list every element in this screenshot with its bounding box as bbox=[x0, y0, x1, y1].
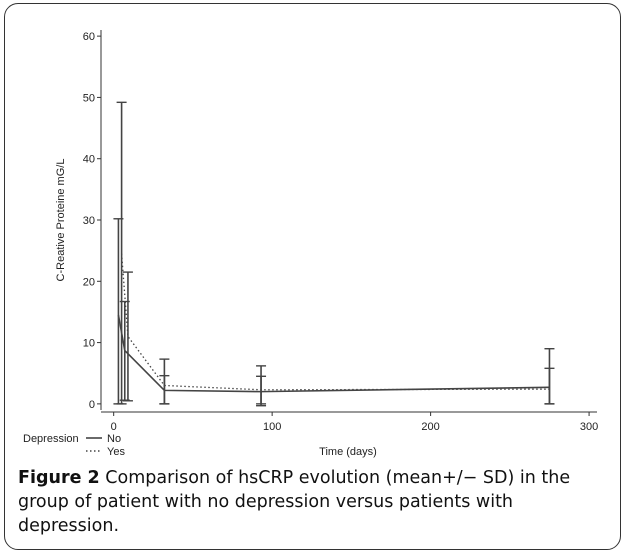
series-lines bbox=[117, 253, 550, 393]
x-tick-label: 300 bbox=[580, 421, 598, 433]
figure-caption: Figure 2 Comparison of hsCRP evolution (… bbox=[18, 466, 614, 538]
y-tick-label: 30 bbox=[83, 215, 95, 227]
x-axis-label: Time (days) bbox=[319, 446, 377, 458]
error-bars bbox=[113, 101, 555, 407]
y-tick-label: 20 bbox=[83, 276, 95, 288]
caption-label: Figure 2 bbox=[18, 468, 100, 488]
y-tick-label: 50 bbox=[83, 92, 95, 104]
x-tick-label: 100 bbox=[263, 421, 281, 433]
chart: 0 10 20 30 40 50 60 0 100 200 300 Depression No Ye… bbox=[23, 30, 598, 458]
series-line-yes bbox=[120, 253, 550, 391]
figure-frame bbox=[4, 3, 621, 550]
legend-label-yes: Yes bbox=[107, 446, 125, 458]
legend-label-no: No bbox=[107, 433, 121, 445]
legend-title: Depression bbox=[23, 433, 79, 445]
legend: Depression No Yes bbox=[23, 433, 125, 458]
x-tick-label: 200 bbox=[421, 421, 439, 433]
y-tick-label: 10 bbox=[83, 338, 95, 350]
axes: 0 10 20 30 40 50 60 0 100 200 300 bbox=[83, 30, 598, 433]
caption-text: Comparison of hsCRP evolution (mean+/− S… bbox=[18, 468, 571, 536]
y-tick-label: 0 bbox=[89, 399, 95, 411]
y-axis-label: C-Reative Proteine mG/L bbox=[55, 159, 67, 282]
y-tick-label: 60 bbox=[83, 31, 95, 43]
x-tick-label: 0 bbox=[111, 421, 117, 433]
y-tick-label: 40 bbox=[83, 154, 95, 166]
series-line-no bbox=[117, 314, 550, 393]
